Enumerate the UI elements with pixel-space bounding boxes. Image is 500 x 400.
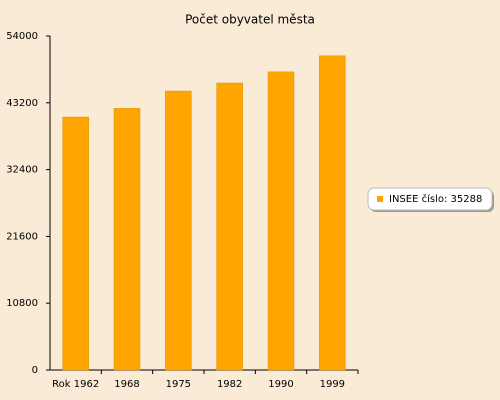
y-tick-label: 0 bbox=[32, 365, 38, 376]
y-tick-label: 10800 bbox=[6, 298, 38, 309]
x-tick-label: 1968 bbox=[114, 379, 139, 390]
y-tick-label: 32400 bbox=[6, 165, 38, 176]
x-tick-label: 1975 bbox=[166, 379, 191, 390]
legend-swatch bbox=[377, 196, 383, 202]
x-tick-label: 1990 bbox=[268, 379, 293, 390]
y-tick-label: 43200 bbox=[6, 98, 38, 109]
x-tick-label: 1999 bbox=[320, 379, 345, 390]
y-tick-label: 21600 bbox=[6, 231, 38, 242]
bar bbox=[267, 71, 295, 371]
bar bbox=[62, 116, 89, 371]
bar bbox=[319, 55, 346, 371]
x-tick-label: Rok 1962 bbox=[52, 379, 99, 390]
legend-label: INSEE číslo: 35288 bbox=[389, 193, 482, 205]
bar bbox=[113, 108, 141, 371]
x-tick-label: 1982 bbox=[217, 379, 242, 390]
y-tick-label: 54000 bbox=[6, 31, 38, 42]
legend-box bbox=[367, 187, 493, 211]
bar bbox=[216, 82, 243, 371]
chart-title: Počet obyvatel města bbox=[185, 13, 315, 27]
bar bbox=[165, 90, 192, 371]
